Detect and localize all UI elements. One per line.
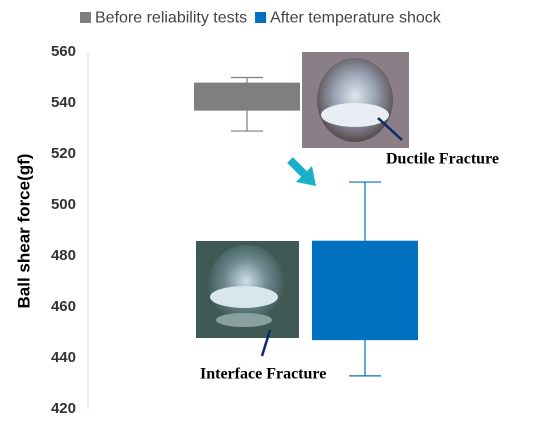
y-tick-label: 560 bbox=[51, 43, 76, 60]
y-tick-label: 440 bbox=[51, 349, 76, 366]
y-tick-label: 420 bbox=[51, 400, 76, 417]
annotation: Interface Fracture bbox=[200, 366, 326, 383]
y-tick-label: 500 bbox=[51, 196, 76, 213]
y-tick-label: 480 bbox=[51, 247, 76, 264]
photo-interface bbox=[196, 241, 299, 357]
y-tick-label: 540 bbox=[51, 94, 76, 111]
y-tick-label: 520 bbox=[51, 145, 76, 162]
arrow bbox=[287, 157, 316, 186]
legend-label: Before reliability tests bbox=[95, 10, 247, 27]
legend-swatch bbox=[80, 12, 91, 23]
legend-label: After temperature shock bbox=[270, 10, 442, 27]
y-tick-label: 460 bbox=[51, 298, 76, 315]
photo-ductile bbox=[302, 52, 409, 148]
annotation: Ductile Fracture bbox=[386, 151, 499, 168]
legend-swatch bbox=[255, 12, 267, 23]
box bbox=[194, 82, 300, 111]
y-axis-label: Ball shear force(gf) bbox=[14, 154, 33, 309]
box bbox=[312, 240, 418, 341]
